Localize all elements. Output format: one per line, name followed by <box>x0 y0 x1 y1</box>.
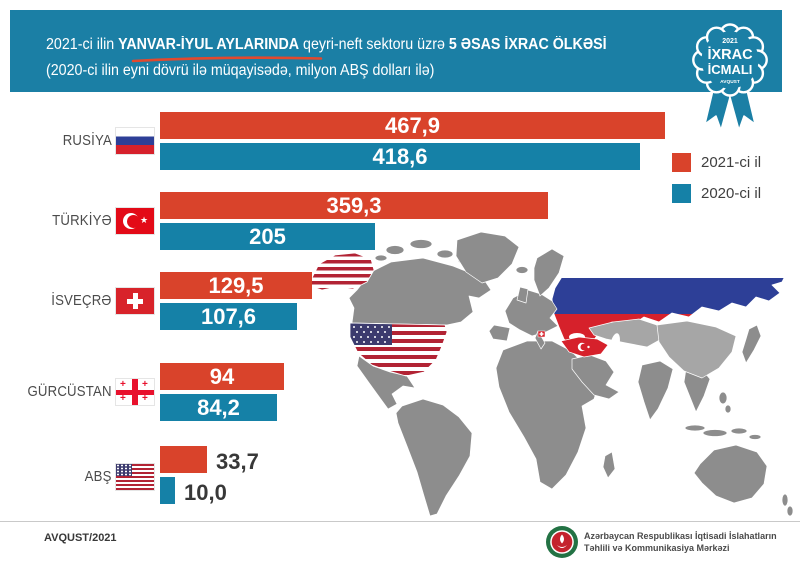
bar-value-2021-rusiya: 467,9 <box>384 112 441 138</box>
legend-item-2020: 2020-ci il <box>672 184 761 203</box>
country-label-abs: ABŞ <box>85 468 112 485</box>
chart-row-gurcustan: GÜRCÜSTAN + + + + 94 84,2 <box>0 363 800 421</box>
turkey-flag-icon: ★ <box>116 208 154 234</box>
bar-2021-rusiya: 467,9 <box>160 112 665 139</box>
bar-2020-rusiya: 418,6 <box>160 143 640 170</box>
chart-row-turkiye: TÜRKİYƏ ★ 359,3 205 <box>0 192 800 250</box>
map-mexico <box>356 355 416 410</box>
russia-flag-icon <box>116 128 154 154</box>
bar-2020-abs <box>160 477 175 504</box>
map-australia <box>693 444 768 504</box>
bar-2021-gurcustan: 94 <box>160 363 284 390</box>
legend-swatch-2021 <box>672 153 691 172</box>
badge-year: 2021 <box>722 38 738 45</box>
header-banner: 2021-ci ilin YANVAR-İYUL AYLARINDA qeyri… <box>10 10 782 92</box>
footer-date: AVQUST/2021 <box>44 532 117 544</box>
bar-2020-gurcustan: 84,2 <box>160 394 277 421</box>
bar-2021-abs <box>160 446 207 473</box>
georgia-flag-icon: + + + + <box>116 379 154 405</box>
bar-value-2020-turkiye: 205 <box>249 223 286 249</box>
country-label-turkiye: TÜRKİYƏ <box>52 212 112 229</box>
bar-value-2020-isvecre: 107,6 <box>200 303 257 329</box>
country-label-rusiya: RUSİYA <box>62 132 112 149</box>
legend: 2021-ci il 2020-ci il <box>672 153 761 215</box>
bar-value-2021-turkiye: 359,3 <box>326 192 382 218</box>
organization-name: Azərbaycan Respublikası İqtisadi İslahat… <box>584 531 777 553</box>
map-scandinavia <box>533 248 565 297</box>
country-label-gurcustan: GÜRCÜSTAN <box>27 383 112 400</box>
country-label-isvecre: İSVEÇRƏ <box>51 292 112 309</box>
title-highlight: YANVAR-İYUL AYLARINDA <box>118 36 300 53</box>
map-switzerland <box>537 330 546 338</box>
map-canada <box>348 257 492 326</box>
organization-logo <box>546 526 578 558</box>
footer-divider <box>0 521 800 522</box>
switzerland-flag-icon <box>116 288 154 314</box>
red-underline <box>131 56 323 63</box>
bar-2021-isvecre: 129,5 <box>160 272 312 299</box>
badge-month: AVQUST <box>720 79 740 85</box>
badge-title1: İXRAC <box>707 46 753 63</box>
chart-row-rusiya: RUSİYA 467,9 418,6 <box>0 112 800 170</box>
ixrac-icmali-badge: 2021 İXRAC İCMALI AVQUST <box>692 23 768 131</box>
bar-value-2020-abs: 10,0 <box>184 479 227 505</box>
bar-value-2020-gurcustan: 84,2 <box>197 394 240 420</box>
bar-value-2021-isvecre: 129,5 <box>208 272 264 298</box>
chart-row-isvecre: İSVEÇRƏ 129,5 107,6 <box>0 272 800 330</box>
bar-2020-turkiye: 205 <box>160 223 375 250</box>
map-turkey <box>560 336 609 358</box>
title-line1: 2021-ci ilin YANVAR-İYUL AYLARINDA qeyri… <box>46 36 607 53</box>
bar-value-2021-abs: 33,7 <box>216 448 259 474</box>
world-map <box>309 231 794 517</box>
bar-value-2021-gurcustan: 94 <box>209 363 235 389</box>
bar-2021-turkiye: 359,3 <box>160 192 548 219</box>
map-central-asia-china <box>588 318 737 379</box>
chart-row-abs: ABŞ 33,7 10,0 <box>0 446 800 506</box>
title-line2: (2020-ci ilin eyni dövrü ilə müqayisədə,… <box>46 62 435 79</box>
map-middle-east <box>571 354 620 400</box>
badge-title2: İCMALI <box>708 62 753 77</box>
legend-label-2020: 2020-ci il <box>701 185 762 202</box>
badge-rosette: 2021 İXRAC İCMALI AVQUST <box>692 23 768 97</box>
usa-flag-icon <box>116 464 154 490</box>
legend-label-2021: 2021-ci il <box>701 154 762 171</box>
legend-swatch-2020 <box>672 184 691 203</box>
legend-item-2021: 2021-ci il <box>672 153 761 172</box>
map-madagascar <box>602 451 616 479</box>
map-landmasses <box>348 231 794 517</box>
bar-value-2020-rusiya: 418,6 <box>372 143 428 169</box>
map-greenland <box>455 231 520 284</box>
map-caspian-sea <box>610 333 620 355</box>
bar-2020-isvecre: 107,6 <box>160 303 297 330</box>
map-india <box>637 360 674 421</box>
map-south-america <box>395 398 473 517</box>
map-japan <box>741 324 762 364</box>
